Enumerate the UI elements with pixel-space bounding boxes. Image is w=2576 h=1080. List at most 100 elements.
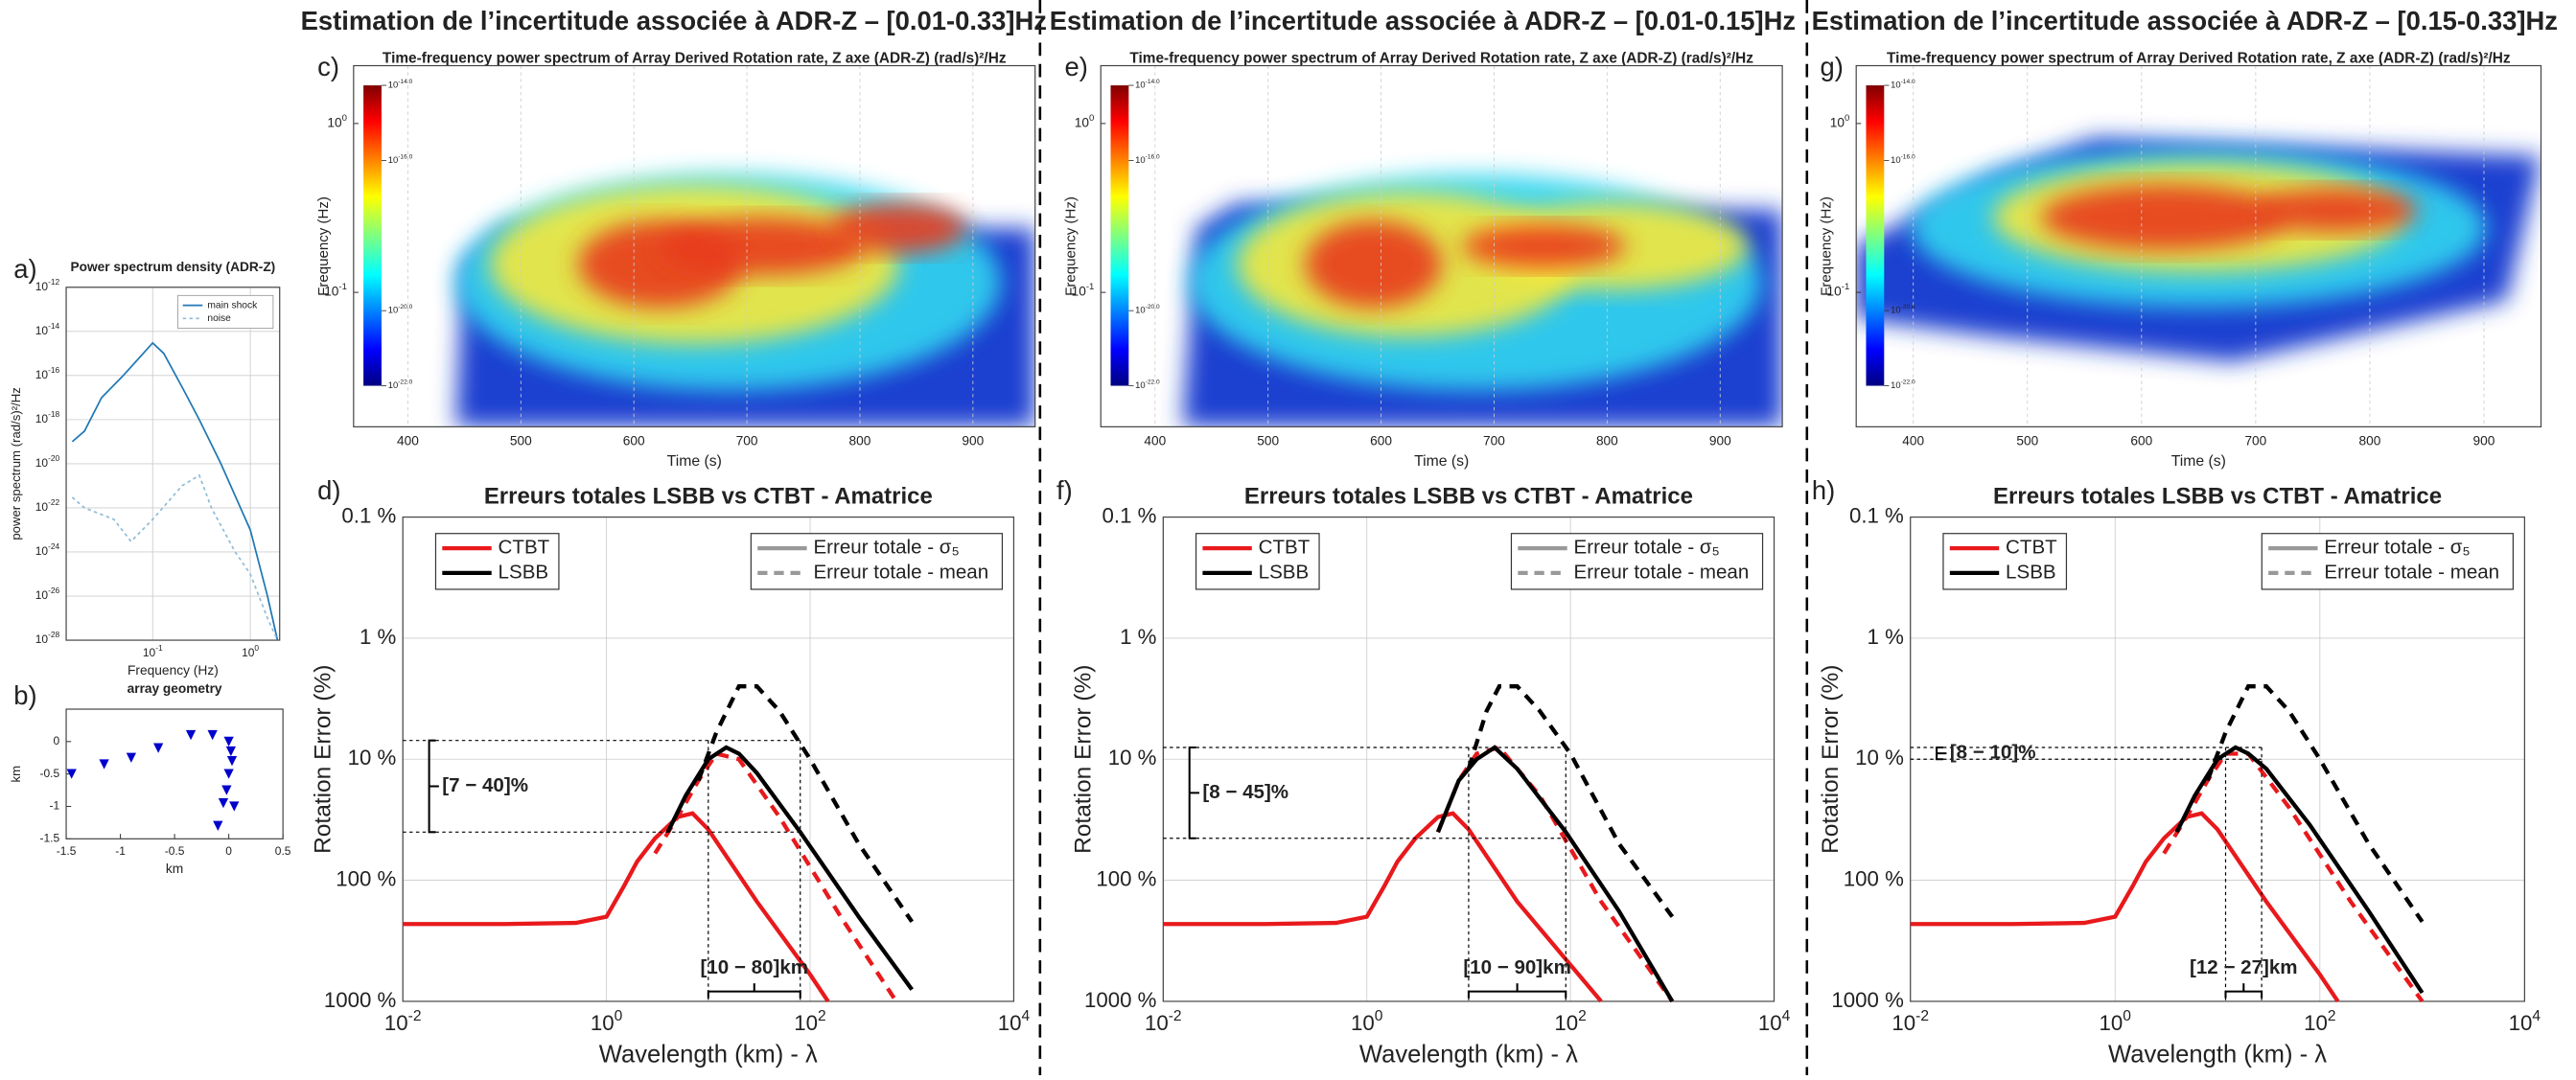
series-line: [2174, 745, 2425, 995]
x-tick-label: 800: [2359, 433, 2381, 448]
series-line: [1435, 745, 1675, 1003]
station-marker: [213, 820, 223, 831]
y-tick-label: 0.1 %: [1849, 503, 1904, 527]
bracket: [1936, 746, 1947, 761]
legend-box: [1942, 533, 2068, 590]
heatmap-blob: [660, 217, 865, 276]
panel-label: e): [1065, 52, 1088, 81]
y-tick-label: 10 %: [1855, 746, 1904, 770]
heatmap-blob: [1461, 224, 1626, 268]
panel: b) array geometry -1.5 -1 -0.5 0 0.5 -1.5 -1 -0.5…: [9, 680, 291, 876]
x-axis-label: Time (s): [1414, 453, 1469, 470]
y-tick-label: -1.5: [40, 832, 60, 845]
panel: g) Time-frequency power spectrum of Array…: [1818, 51, 2542, 470]
series-line: [1910, 811, 2340, 1003]
y-tick-label: 10-28: [35, 630, 60, 646]
legend-label: Erreur totale - mean: [1574, 561, 1750, 583]
x-tick-label: 104: [2509, 1008, 2541, 1035]
x-tick-label: -0.5: [165, 844, 185, 858]
header: Estimation de l’incertitude associée à A…: [1812, 6, 2558, 35]
panel-label: d): [317, 475, 340, 505]
x-axis-label: Wavelength (km) - λ: [599, 1042, 818, 1069]
legend-label: LSBB: [1259, 561, 1310, 583]
plot-frame: [353, 64, 1036, 427]
y-tick-label: 100: [1830, 113, 1850, 130]
legend-box: [1195, 533, 1320, 590]
x-axis-label: km: [166, 862, 183, 876]
legend-label: Erreur totale - mean: [2324, 561, 2499, 583]
x-tick-label: 104: [1758, 1008, 1791, 1035]
x-axis-label: Time (s): [667, 453, 722, 470]
plot-frame: [402, 516, 1015, 1002]
panel: c) Time-frequency power spectrum of Array…: [315, 51, 1036, 470]
legend-label: CTBT: [499, 537, 550, 559]
station-marker: [153, 743, 164, 753]
y-tick-label: 1 %: [1868, 625, 1904, 649]
heatmap-blob: [830, 202, 967, 254]
plot-area: [66, 709, 284, 839]
y-tick-label: 0.1 %: [341, 503, 396, 527]
colorbar-label: 10-16.0: [1135, 154, 1160, 165]
y-tick-label: 10-22: [35, 497, 60, 514]
bracket: [1467, 983, 1567, 999]
x-tick-label: 102: [2304, 1008, 2335, 1035]
legend-box: [1510, 533, 1764, 590]
x-tick-label: 900: [962, 433, 984, 448]
series-line: [2205, 684, 2425, 924]
x-tick-label: 700: [736, 433, 758, 448]
y-axis-label: km: [9, 766, 23, 783]
wavelength-range-label: [10 − 90]km: [1463, 956, 1571, 978]
x-tick-label: 700: [1483, 433, 1505, 448]
series-line: [653, 751, 898, 1003]
colorbar-label: 10-22.0: [388, 379, 413, 390]
panel-label: c): [317, 52, 339, 81]
y-axis-label: Frequency (Hz): [315, 196, 332, 296]
plot-frame: [1855, 64, 2542, 427]
y-tick-label: 1000 %: [1831, 988, 1903, 1012]
station-marker: [185, 729, 197, 741]
x-tick-label: 500: [1257, 433, 1279, 448]
y-tick-label: 1000 %: [324, 988, 396, 1012]
series-line: [696, 684, 914, 924]
y-axis-label: Frequency (Hz): [1818, 196, 1834, 296]
series-line: [1466, 684, 1675, 918]
panel-label: b): [13, 680, 36, 710]
series-line: [1435, 745, 1675, 1003]
x-tick-label: 500: [2016, 433, 2038, 448]
error-range-label: [7 − 40]%: [442, 774, 528, 796]
plot-frame: [1100, 64, 1783, 427]
y-axis-label: Rotation Error (%): [1071, 665, 1097, 854]
x-tick-label: 100: [242, 643, 259, 659]
x-tick-label: 500: [510, 433, 532, 448]
bracket: [428, 739, 439, 834]
x-tick-label: 600: [2130, 433, 2152, 448]
y-tick-label: 10-14: [35, 321, 60, 337]
series-line: [403, 811, 830, 1003]
x-tick-label: 900: [1709, 433, 1731, 448]
y-tick-label: 10-24: [35, 541, 60, 558]
station-marker: [221, 785, 232, 795]
colorbar-label: 10-14.0: [1135, 79, 1160, 89]
series-line: [71, 341, 279, 641]
wavelength-range-label: [10 − 80]km: [701, 956, 809, 978]
y-axis-label: power spectrum (rad/s)²/Hz: [9, 387, 23, 540]
station-marker: [229, 801, 240, 812]
header: Estimation de l’incertitude associée à A…: [301, 6, 1047, 35]
station-marker: [99, 759, 109, 770]
y-tick-label: 100 %: [1844, 866, 1904, 890]
colorbar-label: 10-16.0: [1891, 154, 1915, 165]
colorbar-label: 10-20.0: [388, 304, 413, 314]
x-tick-label: 104: [998, 1008, 1031, 1035]
y-tick-label: 1 %: [360, 625, 396, 649]
plot-frame: [65, 708, 284, 839]
x-tick-label: 900: [2473, 433, 2495, 448]
station-marker: [223, 736, 234, 747]
heatmap-blob: [2253, 188, 2418, 232]
station-marker: [126, 752, 137, 763]
y-tick-label: 0.1 %: [1102, 503, 1157, 527]
x-tick-label: 400: [1144, 433, 1166, 448]
legend-label: main shock: [207, 300, 258, 310]
x-tick-label: -1: [115, 844, 126, 858]
plot-frame: [65, 287, 281, 641]
